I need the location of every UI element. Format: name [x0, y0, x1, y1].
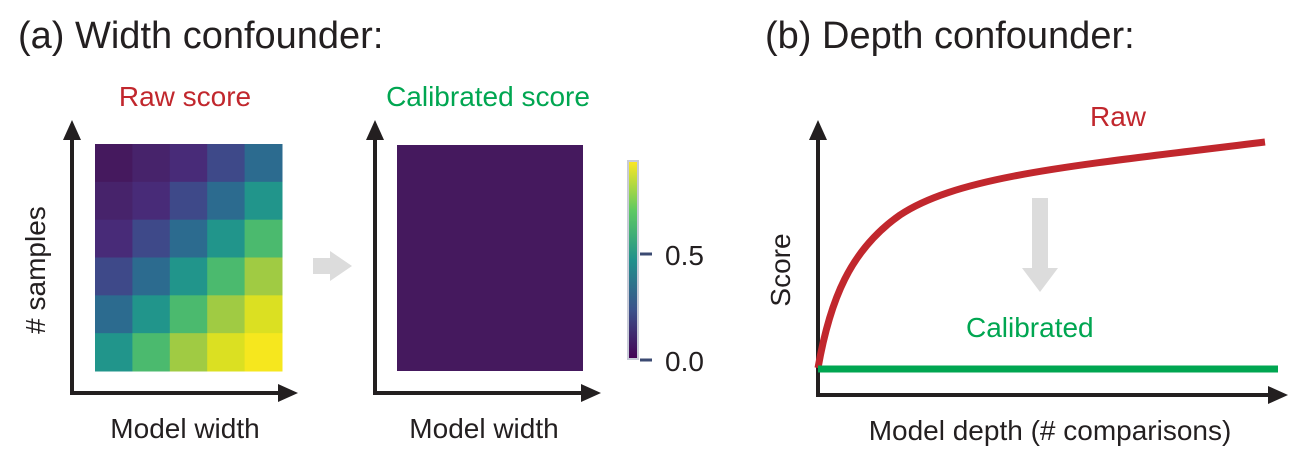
heatmap-cell	[244, 333, 283, 372]
heatmap-cell	[169, 144, 208, 183]
panel-b-title: (b) Depth confounder:	[765, 15, 1135, 57]
heatmap-cell	[95, 144, 133, 183]
heatmap-cell	[169, 295, 208, 334]
raw-score-curve	[814, 138, 1266, 369]
colorbar-label-0.0: 0.0	[665, 346, 704, 377]
heatmap-cell	[207, 181, 246, 221]
heatmap-cell	[207, 257, 246, 296]
calibrated-axes	[366, 120, 601, 402]
heatmap-cell	[207, 333, 246, 372]
depth-xlabel: Model depth (# comparisons)	[869, 415, 1232, 446]
calibrated-line-label: Calibrated	[966, 312, 1094, 343]
transform-arrow-icon	[313, 251, 352, 281]
calibrated-heatmap	[397, 145, 583, 371]
heatmap-cell	[132, 333, 171, 372]
heatmap-cell	[169, 219, 208, 258]
heatmap-cell	[169, 181, 208, 221]
heatmap-cell	[95, 181, 133, 221]
raw-xlabel: Model width	[110, 413, 259, 444]
calibration-down-arrow-icon	[1022, 198, 1058, 292]
heatmap-cell	[132, 219, 171, 258]
heatmap-cell	[169, 333, 208, 372]
calibrated-xlabel: Model width	[409, 413, 558, 444]
raw-curve-label: Raw	[1090, 101, 1147, 132]
heatmap-cell	[244, 257, 283, 296]
depth-axes	[809, 120, 1288, 404]
panel-a-title: (a) Width confounder:	[18, 15, 383, 57]
heatmap-cell	[132, 257, 171, 296]
heatmap-cell	[95, 333, 133, 372]
raw-heatmap	[95, 144, 283, 372]
heatmap-cell	[132, 295, 171, 334]
colorbar	[627, 160, 639, 360]
heatmap-cell	[207, 295, 246, 334]
raw-axes	[63, 120, 298, 402]
raw-score-title: Raw score	[119, 81, 251, 112]
heatmap-cell	[207, 219, 246, 258]
heatmap-cell	[95, 295, 133, 334]
heatmap-cell	[244, 219, 283, 258]
depth-ylabel: Score	[765, 233, 796, 306]
heatmap-cell	[244, 295, 283, 334]
heatmap-cell	[95, 219, 133, 258]
heatmap-cell	[207, 144, 246, 183]
heatmap-cell	[244, 144, 283, 183]
raw-ylabel: # samples	[20, 206, 51, 334]
heatmap-cell	[132, 181, 171, 221]
heatmap-cell	[244, 181, 283, 221]
heatmap-cell	[95, 257, 133, 296]
colorbar-label-0.5: 0.5	[665, 240, 704, 271]
calibrated-score-title: Calibrated score	[386, 81, 590, 112]
heatmap-cell	[169, 257, 208, 296]
heatmap-cell	[132, 144, 171, 183]
